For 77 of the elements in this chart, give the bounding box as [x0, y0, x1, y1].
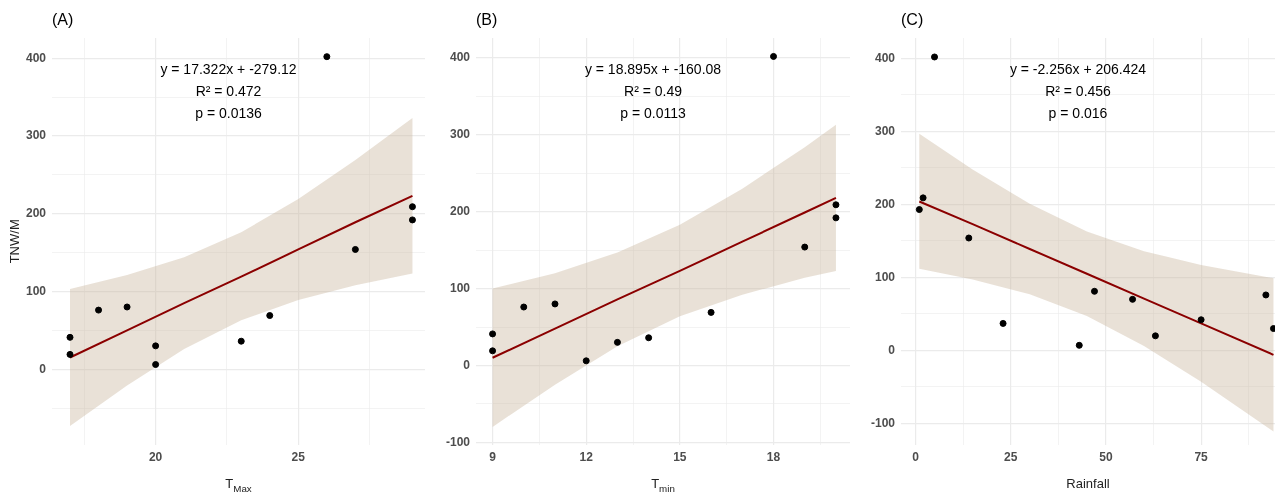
point [66, 350, 74, 358]
point [408, 203, 416, 211]
y-tick-label: 0 [463, 357, 471, 372]
x-axis-title: Rainfall [1066, 476, 1110, 491]
y-tick-label: 400 [874, 50, 896, 65]
x-tick-label: 18 [766, 450, 781, 465]
point [551, 300, 559, 308]
x-tick-label: 12 [579, 450, 594, 465]
point [1262, 291, 1270, 299]
point [582, 357, 590, 365]
y-tick-label: -100 [870, 415, 896, 430]
annotation: p = 0.0136 [195, 105, 263, 121]
y-tick-label: -100 [445, 434, 471, 449]
y-tick-label: 200 [449, 204, 471, 219]
annotation: R² = 0.49 [624, 83, 683, 99]
point [520, 303, 528, 311]
point [408, 216, 416, 224]
y-tick-label: 0 [39, 361, 47, 376]
annotation: p = 0.016 [1048, 105, 1108, 121]
y-tick-label: 0 [888, 342, 896, 357]
annotation: p = 0.0113 [620, 105, 686, 121]
point [323, 53, 331, 61]
y-tick-label: 100 [874, 269, 896, 284]
point [931, 53, 939, 61]
point [351, 245, 359, 253]
point [1090, 287, 1098, 295]
point [645, 334, 653, 342]
chart-title: (B) [476, 11, 498, 28]
point [613, 338, 621, 346]
point [965, 234, 973, 242]
x-tick-label: 9 [489, 450, 497, 465]
point [915, 206, 923, 214]
annotation: y = 17.322x + -279.12 [160, 61, 297, 77]
point [266, 312, 274, 320]
annotation: y = 18.895x + -160.08 [584, 61, 722, 77]
y-tick-label: 300 [874, 123, 896, 138]
y-tick-label: 400 [25, 50, 47, 65]
point [66, 333, 74, 341]
point [489, 347, 497, 355]
x-tick-label: 20 [148, 450, 163, 465]
point [707, 308, 715, 316]
y-tick-label: 300 [25, 128, 47, 143]
point [123, 303, 131, 311]
x-tick-label: 50 [1099, 450, 1113, 465]
y-tick-label: 400 [449, 50, 471, 65]
point [152, 342, 160, 350]
y-axis-title: TNW/M [7, 219, 22, 264]
x-tick-label: 25 [1004, 450, 1018, 465]
y-tick-label: 200 [25, 206, 47, 221]
chart-title: (C) [901, 11, 924, 28]
point [489, 330, 497, 338]
point [1151, 332, 1159, 340]
point [832, 201, 840, 209]
point [999, 319, 1007, 327]
x-tick-label: 0 [912, 450, 920, 465]
annotation: R² = 0.472 [195, 83, 262, 99]
point [801, 243, 809, 251]
point [1269, 325, 1275, 333]
x-tick-label: 25 [291, 450, 306, 465]
point [1197, 316, 1205, 324]
point [152, 361, 160, 369]
annotation: R² = 0.456 [1045, 83, 1112, 99]
point [95, 306, 103, 314]
point [832, 214, 840, 222]
point [770, 52, 778, 60]
point [919, 194, 927, 202]
y-tick-label: 100 [25, 283, 47, 298]
y-tick-label: 100 [449, 280, 471, 295]
x-tick-label: 15 [673, 450, 687, 465]
point [237, 337, 245, 345]
point [1075, 341, 1083, 349]
y-tick-label: 200 [874, 196, 896, 211]
x-tick-label: 75 [1194, 450, 1209, 465]
point [1129, 295, 1137, 303]
y-tick-label: 300 [449, 127, 471, 142]
chart-title: (A) [52, 11, 74, 28]
annotation: y = -2.256x + 206.424 [1009, 61, 1147, 77]
